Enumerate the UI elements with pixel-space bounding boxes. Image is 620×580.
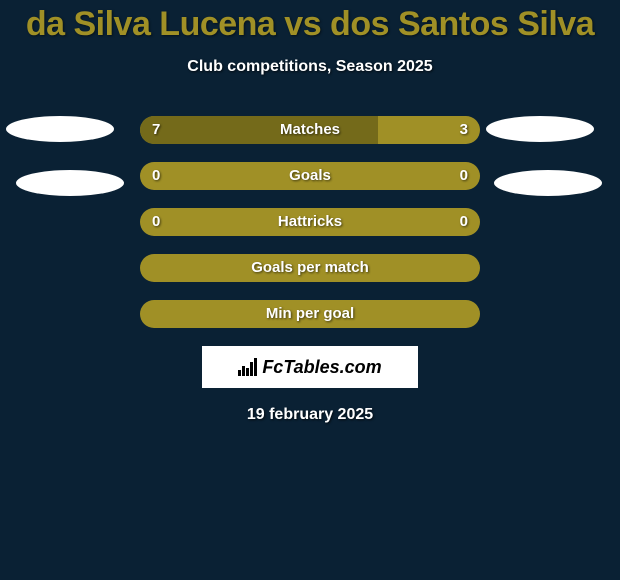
stat-row: Min per goal xyxy=(140,300,480,328)
infographic-container: da Silva Lucena vs dos Santos Silva Club… xyxy=(0,0,620,424)
stat-label: Matches xyxy=(140,116,480,144)
stat-row: Goals per match xyxy=(140,254,480,282)
subtitle: Club competitions, Season 2025 xyxy=(0,58,620,76)
stat-value-left: 0 xyxy=(152,208,160,236)
player-badge xyxy=(6,116,114,142)
stat-value-right: 0 xyxy=(460,162,468,190)
page-title: da Silva Lucena vs dos Santos Silva xyxy=(0,5,620,44)
chart-icon xyxy=(238,358,258,376)
date-text: 19 february 2025 xyxy=(0,406,620,424)
stat-row: Hattricks0 0 xyxy=(140,208,480,236)
stat-label: Min per goal xyxy=(140,300,480,328)
stat-row: Matches7 3 xyxy=(140,116,480,144)
player-badge xyxy=(486,116,594,142)
stat-value-right: 0 xyxy=(460,208,468,236)
stat-label: Hattricks xyxy=(140,208,480,236)
stat-row: Goals0 0 xyxy=(140,162,480,190)
stat-value-left: 7 xyxy=(152,116,160,144)
player-badge xyxy=(494,170,602,196)
player-badge xyxy=(16,170,124,196)
logo-text: FcTables.com xyxy=(262,357,381,378)
stat-value-right: 3 xyxy=(460,116,468,144)
stats-area: Matches73Goals00Hattricks00Goals per mat… xyxy=(0,116,620,328)
stat-value-left: 0 xyxy=(152,162,160,190)
stat-label: Goals xyxy=(140,162,480,190)
stat-label: Goals per match xyxy=(140,254,480,282)
